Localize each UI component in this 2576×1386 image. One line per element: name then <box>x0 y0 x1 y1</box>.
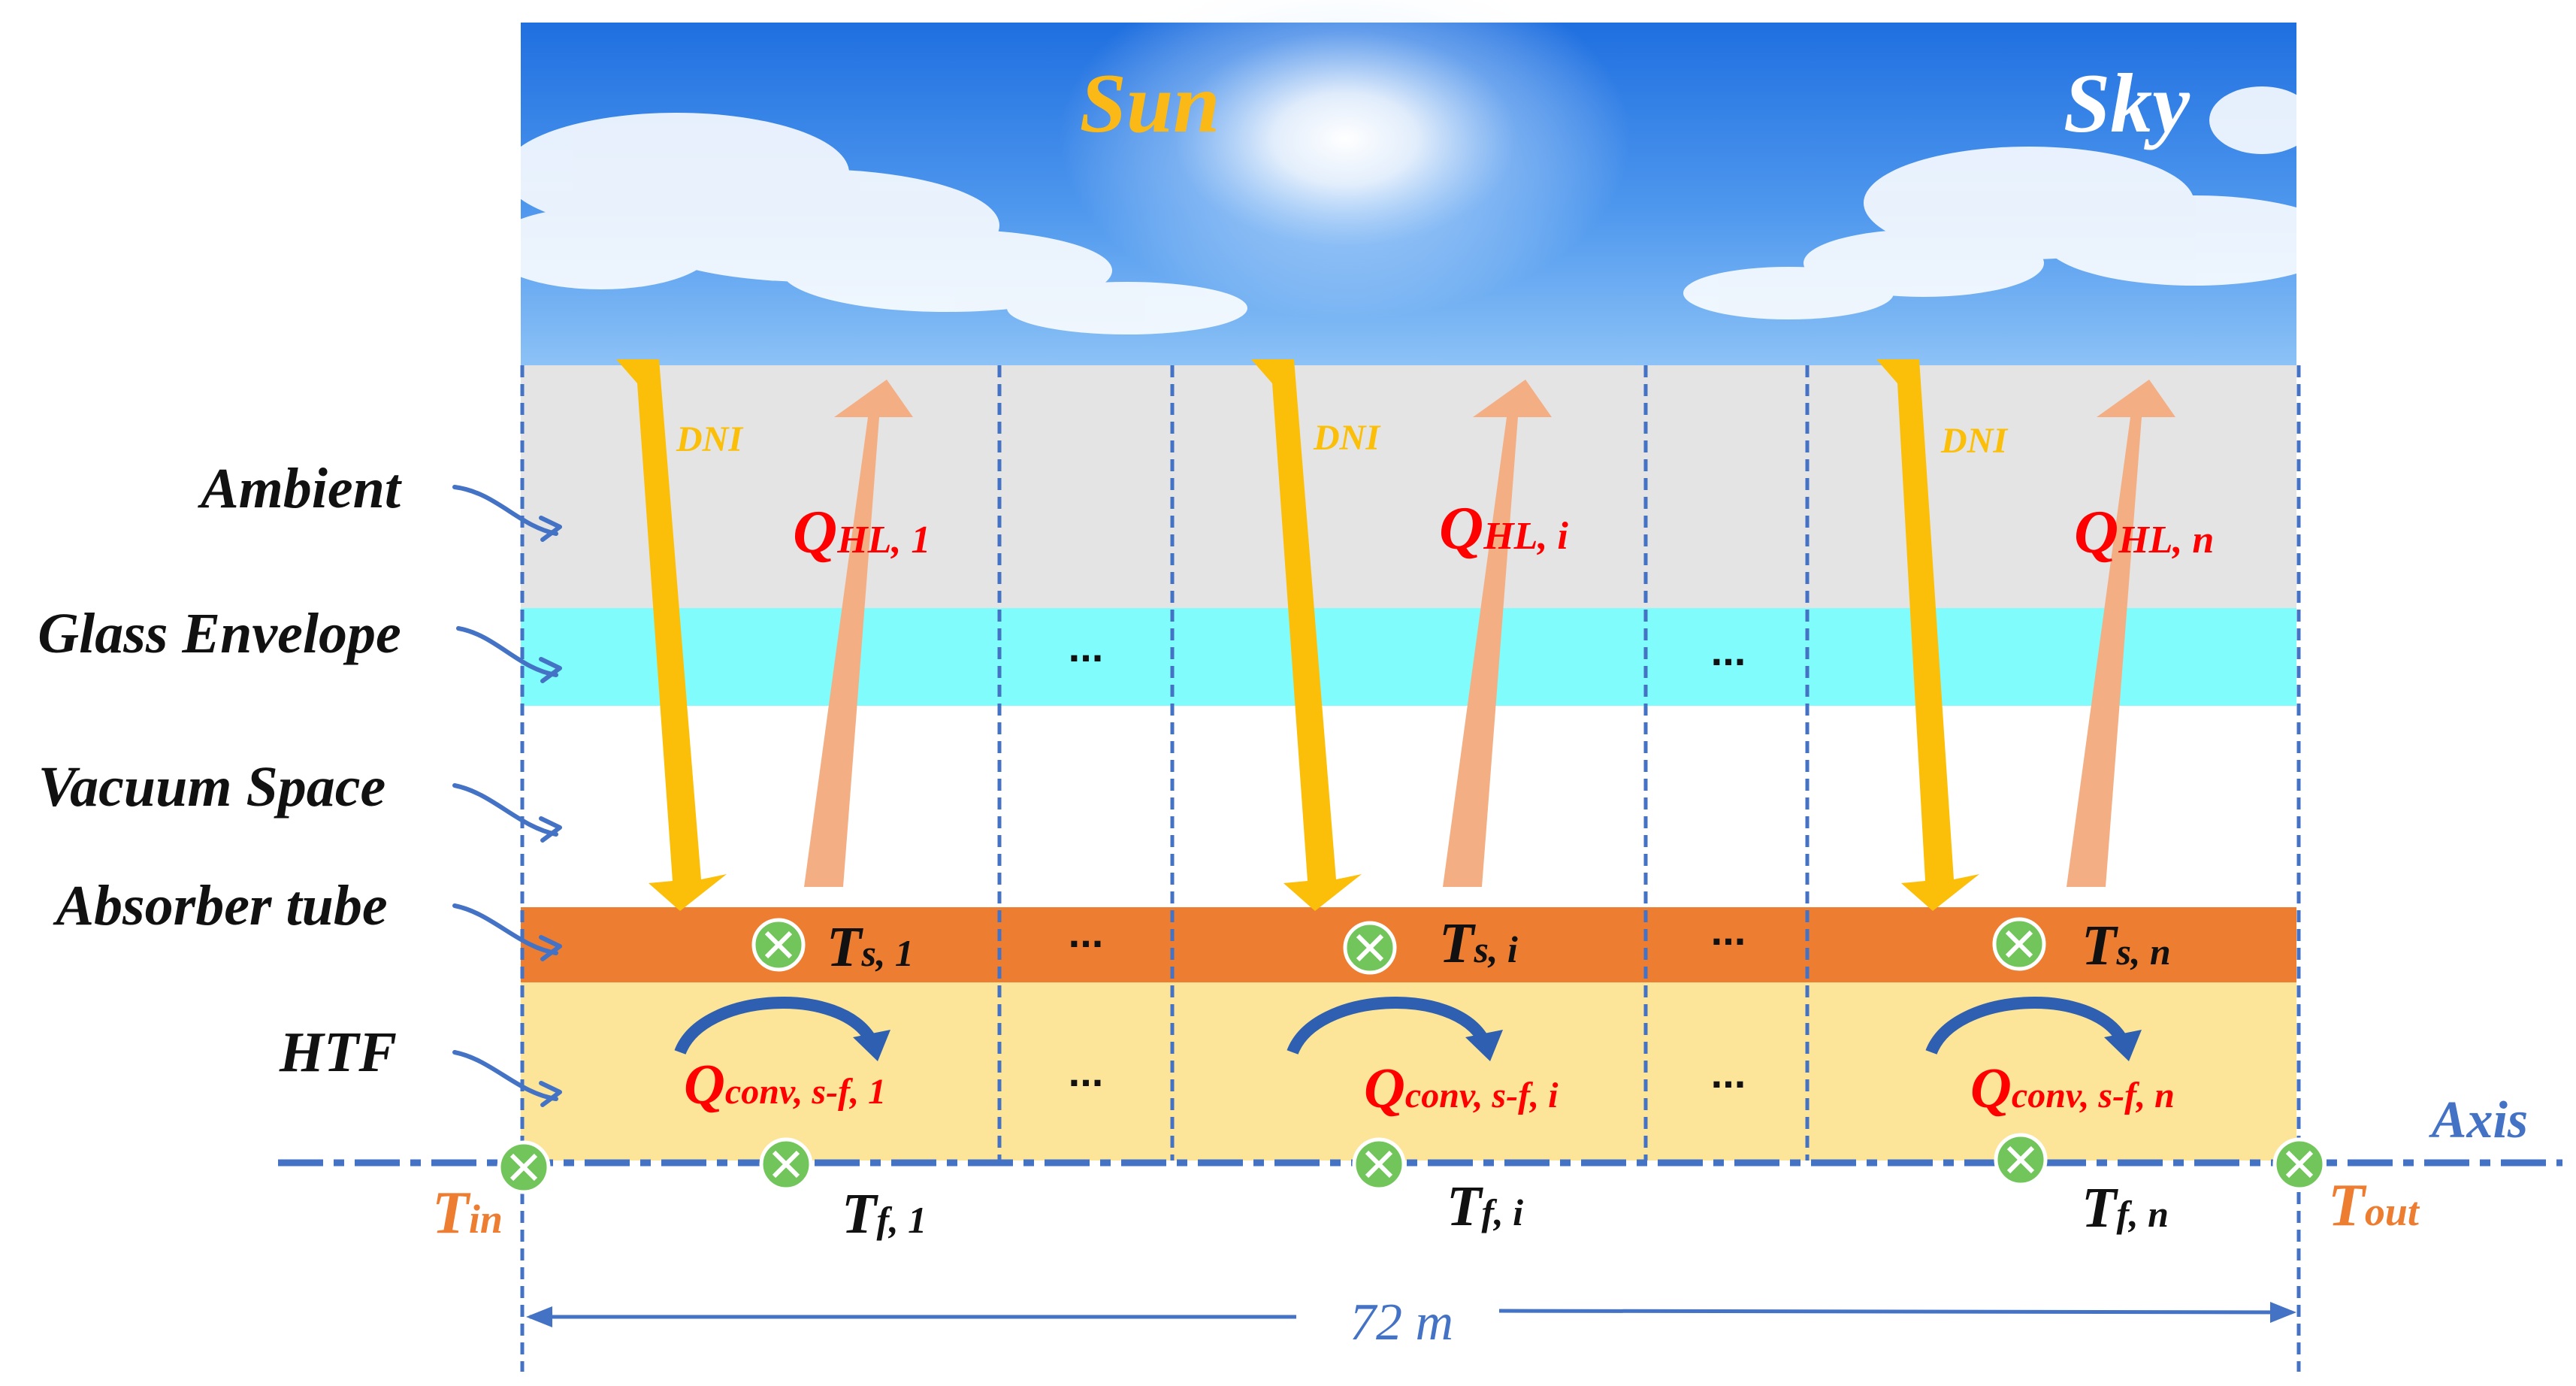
clouds <box>488 86 2345 334</box>
ellipsis: ... <box>1711 906 1746 954</box>
surface-temp-label: Ts, i <box>1439 912 1518 975</box>
dni-label: DNI <box>676 419 744 459</box>
fluid-temp-label: Tf, n <box>2082 1176 2169 1239</box>
fluid-temp-label: Tf, 1 <box>842 1182 927 1245</box>
convection-arrow <box>1925 997 2129 1055</box>
ellipsis: ... <box>1069 1048 1104 1095</box>
convection-arrow <box>1286 997 1490 1055</box>
glass-pointer-arrow <box>456 626 558 677</box>
dimension-arrowhead-left <box>526 1306 552 1327</box>
inlet-temp-label: Tin <box>432 1180 503 1246</box>
outlet: Tout <box>2272 1137 2420 1239</box>
heat-loss-arrow <box>2067 380 2175 887</box>
convection-arrow <box>674 997 878 1055</box>
ellipsis: ... <box>1711 1049 1746 1097</box>
sun-glow <box>1060 0 1631 319</box>
segment-n: DNI QHL, n Ts, n Qconv, s-f, n Tf, n <box>1876 359 2214 1239</box>
layer-labels: Ambient Glass Envelope Vacuum Space Abso… <box>38 457 403 1084</box>
layer-label-vacuum-space: Vacuum Space <box>38 755 385 819</box>
segment-dividers <box>520 365 2301 1372</box>
surface-sensor-cross <box>2005 930 2033 958</box>
layer-label-glass-envelope: Glass Envelope <box>38 602 401 665</box>
ellipsis: ... <box>1711 627 1746 674</box>
length-label: 72 m <box>1350 1294 1453 1351</box>
fluid-sensor-cross <box>772 1150 800 1179</box>
convection-arrowhead <box>1465 1030 1503 1061</box>
dimension-arrowhead-right <box>2270 1302 2296 1323</box>
outlet-temp-label: Tout <box>2328 1173 2420 1239</box>
fluid-sensor-cross <box>1365 1150 1393 1179</box>
sun-label: Sun <box>1080 57 1220 150</box>
ellipsis: ... <box>1069 909 1104 956</box>
layer-label-htf: HTF <box>279 1021 397 1084</box>
surface-temp-label: Ts, n <box>2082 914 2171 977</box>
heat-loss-arrow <box>804 380 913 887</box>
layer-label-absorber-tube: Absorber tube <box>53 874 387 937</box>
heat-loss-arrow <box>1443 380 1552 887</box>
convection-label: Qconv, s-f, i <box>1364 1057 1559 1120</box>
surface-temp-label: Ts, 1 <box>827 915 914 979</box>
convection-label: Qconv, s-f, n <box>1970 1057 2175 1120</box>
sky-image: Sun Sky <box>488 0 2345 365</box>
heat-loss-label: QHL, 1 <box>793 498 930 566</box>
htf-pointer-arrow <box>452 1050 558 1101</box>
segment-1: DNI QHL, 1 Ts, 1 Qconv, s-f, 1 Tf, 1 <box>616 359 930 1245</box>
vacuum-pointer-arrow <box>452 783 558 837</box>
convection-label: Qconv, s-f, 1 <box>684 1053 886 1116</box>
ambient-band <box>521 365 2296 608</box>
inlet-sensor-cross <box>509 1153 538 1182</box>
vacuum-space-band <box>521 706 2296 907</box>
length-dimension: 72 m <box>526 1294 2296 1351</box>
dni-label: DNI <box>1313 418 1381 458</box>
outlet-sensor-cross <box>2285 1150 2314 1179</box>
heat-loss-label: QHL, n <box>2074 498 2214 566</box>
dni-arrow <box>1251 359 1362 911</box>
ellipses: ... ... ... ... ... ... <box>1069 623 1746 1097</box>
layer-pointer-arrows <box>452 485 562 1107</box>
fluid-sensor-cross <box>2006 1145 2035 1174</box>
surface-sensor-cross <box>764 931 793 959</box>
dni-arrow <box>1876 359 1979 911</box>
ambient-pointer-arrow <box>452 485 558 536</box>
dni-label: DNI <box>1940 421 2009 461</box>
heat-loss-label: QHL, i <box>1439 494 1568 562</box>
axis-label: Axis <box>2429 1091 2528 1149</box>
convection-arrowhead <box>2104 1030 2142 1061</box>
ellipsis: ... <box>1069 623 1104 670</box>
dni-arrow <box>616 359 727 911</box>
surface-sensor-cross <box>1356 934 1384 962</box>
sky-label: Sky <box>2064 57 2191 150</box>
layer-bands <box>521 365 2296 1161</box>
inlet: Tin <box>432 1140 551 1246</box>
glass-envelope-band <box>521 608 2296 706</box>
fluid-temp-label: Tf, i <box>1447 1175 1523 1238</box>
convection-arrowhead <box>853 1030 890 1061</box>
layer-label-ambient: Ambient <box>198 457 403 520</box>
absorber-pointer-arrow <box>452 903 558 955</box>
segment-i: DNI QHL, i Ts, i Qconv, s-f, i Tf, i <box>1251 359 1568 1238</box>
